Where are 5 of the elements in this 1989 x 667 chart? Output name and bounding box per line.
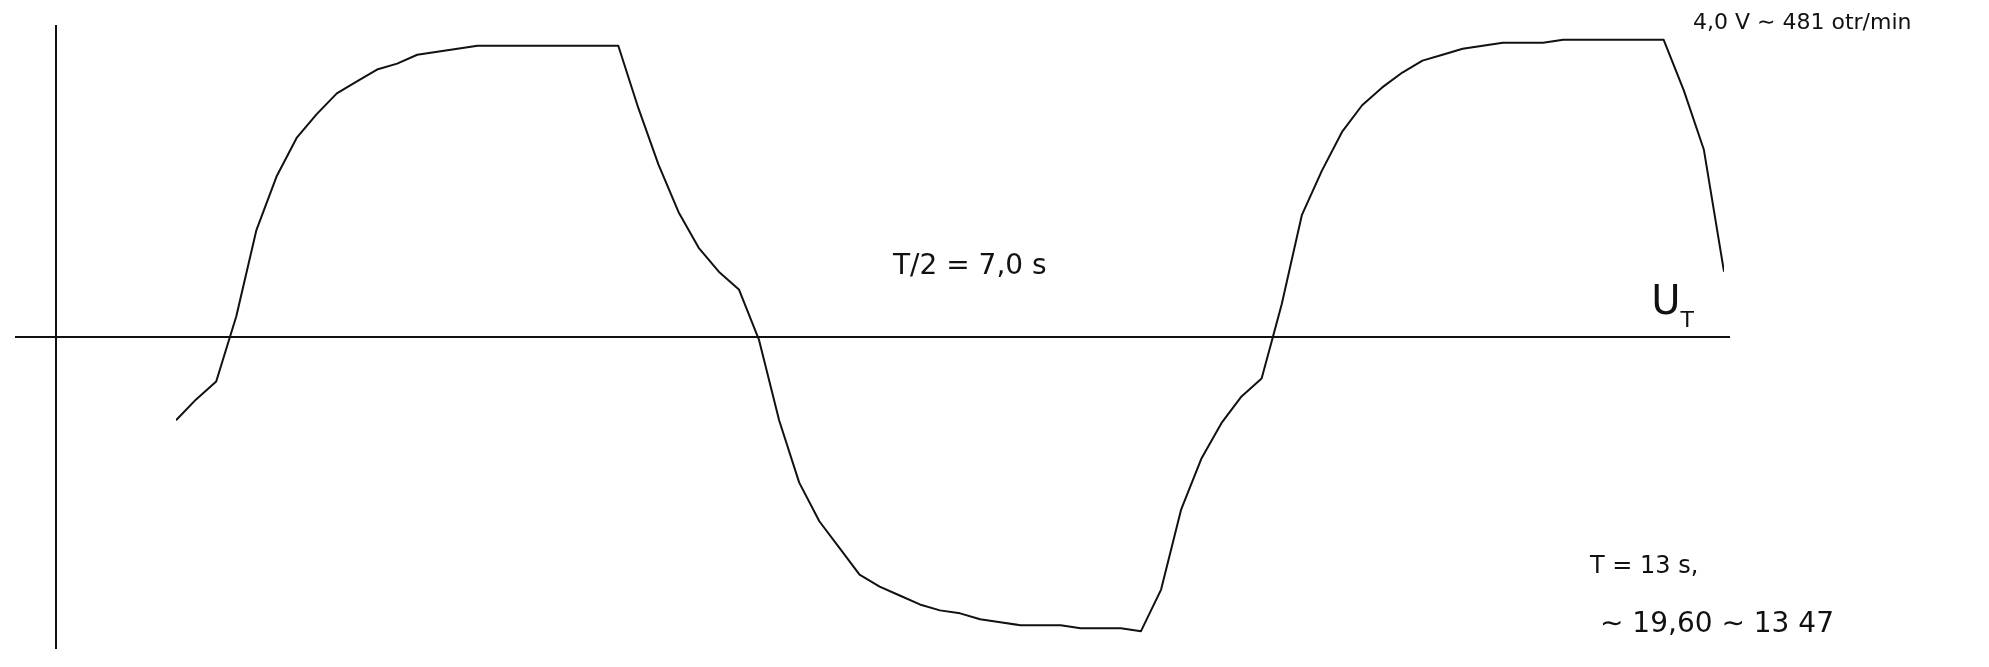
series-label: U$_{T}$: [1651, 276, 1695, 332]
annotation: T = 13 s,: [1590, 551, 1699, 579]
text: 4,0 V ∼ 481 otr/min: [1693, 9, 1912, 35]
annotation: T/2 = 7,0 s: [893, 248, 1047, 281]
annotation: ∼ 19,60 ∼ 13 47: [1600, 606, 1834, 639]
